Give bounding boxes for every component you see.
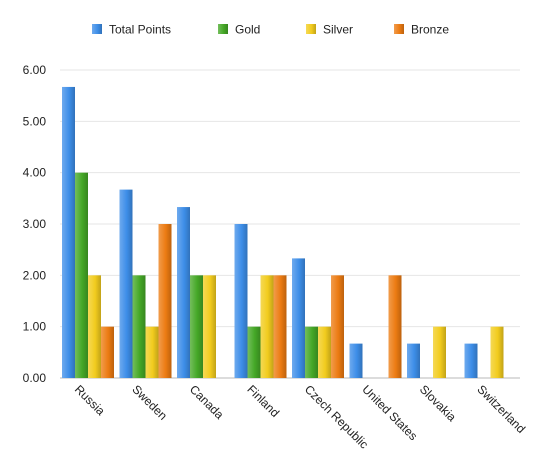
bar-czech-republic-bronze <box>331 275 344 378</box>
bar-russia-bronze <box>101 326 114 378</box>
bar-slovakia-total-points <box>407 343 420 378</box>
bar-finland-total-points <box>234 224 248 378</box>
bar-sweden-silver <box>145 326 159 378</box>
x-tick-label-russia: Russia <box>72 382 108 418</box>
bar-czech-republic-total-points <box>292 258 305 378</box>
bar-slovakia-silver <box>433 326 446 378</box>
y-tick-label: 5.00 <box>23 114 47 128</box>
bar-finland-silver <box>260 275 274 378</box>
y-tick-label: 4.00 <box>23 166 47 180</box>
bar-sweden-bronze <box>158 224 172 378</box>
bar-russia-total-points <box>62 86 75 378</box>
y-tick-label: 3.00 <box>23 217 47 231</box>
x-tick-label-united-states: United States <box>359 382 420 443</box>
bar-sweden-gold <box>132 275 146 378</box>
bar-russia-silver <box>88 275 101 378</box>
legend-label-bronze: Bronze <box>411 23 449 37</box>
x-tick-label-slovakia: Slovakia <box>417 382 459 424</box>
bar-united-states-bronze <box>388 275 402 378</box>
y-tick-label: 0.00 <box>23 371 47 385</box>
bar-canada-gold <box>190 275 203 378</box>
legend-label-total-points: Total Points <box>109 23 171 37</box>
legend: Total Points Gold Silver Bronze <box>92 23 449 37</box>
bar-czech-republic-silver <box>318 326 331 378</box>
legend-swatch-silver <box>306 24 316 34</box>
bar-russia-gold <box>75 172 88 378</box>
bars <box>62 86 504 378</box>
bar-sweden-total-points <box>119 189 133 378</box>
bar-finland-bronze <box>273 275 287 378</box>
legend-label-gold: Gold <box>235 23 260 37</box>
bar-finland-gold <box>247 326 261 378</box>
legend-swatch-gold <box>218 24 228 34</box>
bar-united-states-total-points <box>349 343 363 378</box>
y-tick-label: 2.00 <box>23 268 47 282</box>
legend-swatch-bronze <box>394 24 404 34</box>
bar-canada-silver <box>203 275 216 378</box>
x-tick-label-switzerland: Switzerland <box>474 382 528 436</box>
bar-czech-republic-gold <box>305 326 318 378</box>
bar-canada-total-points <box>177 207 190 378</box>
x-tick-label-sweden: Sweden <box>129 382 170 423</box>
x-tick-label-canada: Canada <box>187 382 227 422</box>
bar-switzerland-silver <box>490 326 504 378</box>
y-tick-label: 6.00 <box>23 63 47 77</box>
x-axis: Russia Sweden Canada Finland Czech RepublicU… <box>72 382 528 451</box>
legend-swatch-total-points <box>92 24 102 34</box>
y-tick-label: 1.00 <box>23 320 47 334</box>
y-axis: 0.00 1.00 2.00 3.00 4.00 5.00 6.00 <box>23 63 47 385</box>
bar-switzerland-total-points <box>464 343 478 378</box>
x-tick-label-finland: Finland <box>244 382 282 420</box>
legend-label-silver: Silver <box>323 23 353 37</box>
